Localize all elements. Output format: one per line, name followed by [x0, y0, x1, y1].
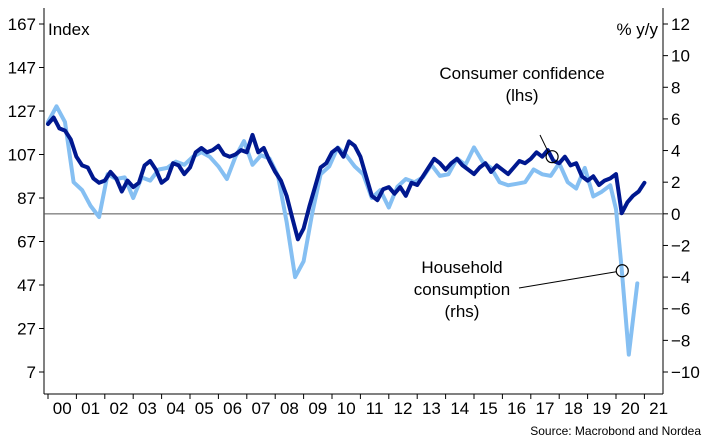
right-tick-label: −4: [671, 268, 690, 287]
x-axis-ticks: 00 01 02 03 04 05 06 07 08 09 10 11 12 13 14 15 16 17 18 19…: [47, 394, 668, 418]
right-axis-label: % y/y: [616, 20, 658, 39]
x-tick-label: 11: [366, 399, 384, 418]
x-tick-label: 03: [138, 399, 157, 418]
left-tick-label: 167: [8, 15, 36, 34]
left-tick-label: 127: [8, 102, 36, 121]
series-line-consumer-confidence: [46, 115, 647, 242]
x-tick-label: 00: [53, 399, 72, 418]
x-tick-label: 16: [507, 399, 526, 418]
left-tick-label: 87: [17, 189, 36, 208]
annotation-household-consumption-line: consumption: [414, 280, 510, 299]
left-tick-label: 147: [8, 59, 36, 78]
x-tick-label: 06: [223, 399, 242, 418]
source-note: Source: Macrobond and Nordea: [530, 424, 701, 438]
series-line-household-consumption: [46, 104, 640, 357]
x-tick-label: 12: [394, 399, 413, 418]
callout-leader-consumer-confidence: [539, 134, 549, 152]
x-tick-label: 04: [166, 399, 185, 418]
right-tick-label: 0: [671, 205, 680, 224]
left-tick-label: 47: [17, 276, 36, 295]
left-tick-label: 7: [27, 363, 36, 382]
x-tick-label: 08: [280, 399, 299, 418]
left-axis-ticks: 167 147 127 107 87 67 47 27 7: [8, 15, 44, 382]
right-tick-label: 4: [671, 142, 680, 161]
chart-frame: [43, 8, 664, 395]
left-tick-label: 67: [17, 233, 36, 252]
callout-leader-household-consumption: [518, 271, 617, 289]
right-tick-label: −2: [671, 236, 690, 255]
left-tick-label: 107: [8, 146, 36, 165]
right-tick-label: −8: [671, 331, 690, 350]
annotations: Consumer confidence (lhs) Household consump…: [414, 64, 629, 321]
right-tick-label: 6: [671, 110, 680, 129]
x-tick-label: 20: [621, 399, 640, 418]
callout-marker-consumer-confidence: [545, 150, 559, 164]
x-tick-label: 19: [592, 399, 611, 418]
right-tick-label: −10: [671, 363, 700, 382]
right-tick-label: 12: [671, 15, 690, 34]
annotation-household-consumption-line: (rhs): [445, 302, 480, 321]
callout-marker-household-consumption: [615, 264, 629, 278]
series-lines: [46, 104, 647, 357]
x-tick-label: 14: [450, 399, 469, 418]
annotation-household-consumption-line: Household: [421, 258, 502, 277]
right-tick-label: −6: [671, 300, 690, 319]
x-tick-label: 18: [564, 399, 583, 418]
x-tick-label: 07: [252, 399, 271, 418]
left-tick-label: 27: [17, 320, 36, 339]
x-tick-label: 13: [422, 399, 441, 418]
annotation-consumer-confidence-line: (lhs): [505, 86, 538, 105]
x-tick-label: 15: [479, 399, 498, 418]
x-tick-label: 01: [81, 399, 100, 418]
x-tick-label: 10: [337, 399, 356, 418]
left-axis-label: Index: [48, 20, 90, 39]
x-tick-label: 05: [195, 399, 214, 418]
right-axis-ticks: 12 10 8 6 4 2 0 −2 −4 −6 −8 −10: [663, 15, 700, 382]
annotation-consumer-confidence-line: Consumer confidence: [439, 64, 604, 83]
right-tick-label: 10: [671, 47, 690, 66]
right-tick-label: 8: [671, 78, 680, 97]
x-tick-label: 17: [536, 399, 555, 418]
right-tick-label: 2: [671, 173, 680, 192]
x-tick-label: 21: [649, 399, 668, 418]
x-tick-label: 02: [110, 399, 129, 418]
x-tick-label: 09: [308, 399, 327, 418]
